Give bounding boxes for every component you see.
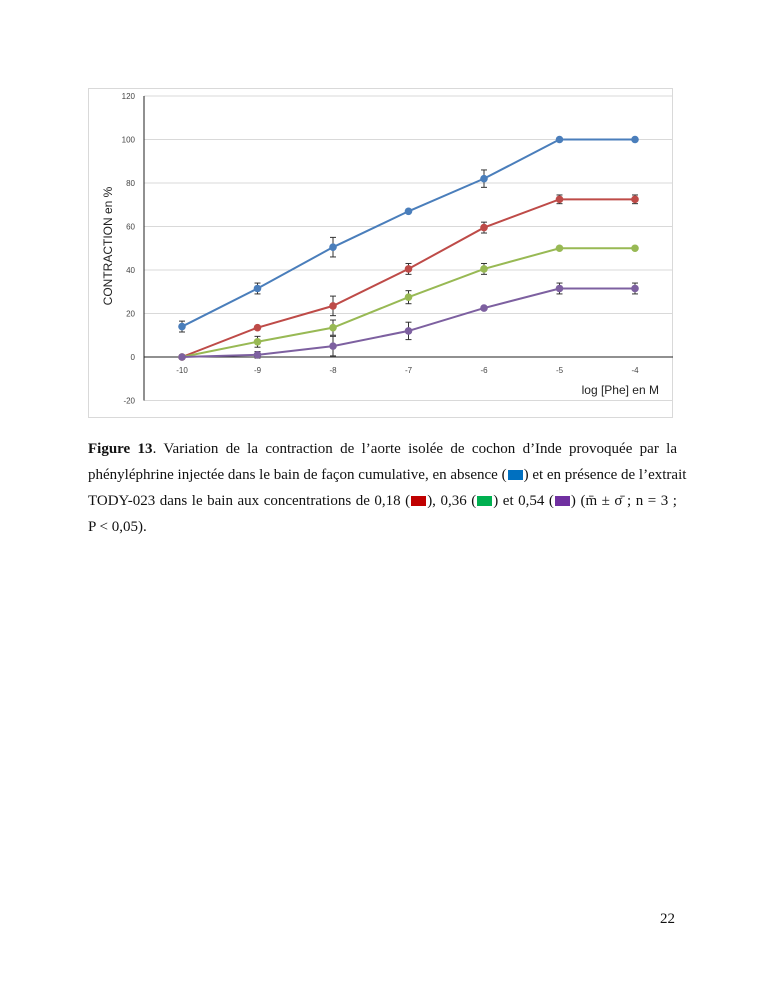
y-tick-label: -20 bbox=[123, 397, 135, 406]
y-axis-title: CONTRACTION en % bbox=[101, 186, 115, 305]
caption-text: ) et en présence de l’extrait bbox=[523, 467, 687, 483]
series-0,54 bbox=[178, 282, 639, 361]
data-point bbox=[631, 195, 639, 204]
figure-caption: Figure 13. Variation de la contraction d… bbox=[88, 436, 686, 540]
data-point bbox=[404, 207, 413, 216]
data-point bbox=[178, 353, 186, 361]
data-point bbox=[329, 323, 337, 332]
page-number: 22 bbox=[660, 911, 675, 927]
y-tick-label: 0 bbox=[131, 353, 136, 362]
data-point bbox=[555, 135, 564, 144]
y-tick-label: 60 bbox=[126, 223, 135, 232]
x-tick-label: -8 bbox=[329, 366, 337, 375]
y-tick-label: 80 bbox=[126, 179, 135, 188]
data-point bbox=[253, 284, 262, 293]
data-point bbox=[329, 243, 337, 251]
x-tick-label: -4 bbox=[631, 366, 639, 375]
series-0,36 bbox=[178, 244, 639, 361]
caption-text: ) (m̄ ± σ̄ ; n = 3 ; bbox=[570, 493, 677, 509]
chart-container: -20 0 20 40 60 80 100 120 -10 -9 -8 -7 -6 -5 -4 log [P… bbox=[88, 88, 673, 418]
x-axis-title: log [Phe] en M bbox=[582, 383, 659, 397]
y-tick-label: 120 bbox=[122, 92, 136, 101]
data-point bbox=[404, 265, 413, 273]
data-point bbox=[480, 265, 488, 273]
caption-text: ) et 0,54 ( bbox=[493, 493, 554, 509]
data-point bbox=[253, 351, 262, 359]
data-point bbox=[631, 284, 639, 293]
series-0,18 bbox=[178, 194, 639, 361]
caption-text: phényléphrine injectée dans le bain de f… bbox=[88, 467, 507, 483]
data-point bbox=[253, 337, 262, 346]
data-point bbox=[178, 322, 186, 331]
data-point bbox=[555, 284, 564, 293]
legend-swatch-054 bbox=[554, 496, 570, 506]
data-point bbox=[480, 304, 488, 312]
legend-swatch-absence bbox=[507, 470, 523, 480]
legend-swatch-018 bbox=[411, 496, 427, 506]
data-point bbox=[480, 174, 488, 183]
data-point bbox=[253, 323, 262, 332]
x-tick-label: -9 bbox=[254, 366, 262, 375]
caption-text: ), 0,36 ( bbox=[427, 493, 477, 509]
data-point bbox=[555, 244, 564, 253]
data-point bbox=[404, 327, 413, 335]
legend-swatch-036 bbox=[477, 496, 493, 506]
data-point bbox=[631, 244, 639, 253]
y-tick-label: 40 bbox=[126, 266, 135, 275]
y-tick-label: 100 bbox=[122, 136, 136, 145]
data-point bbox=[329, 302, 337, 310]
y-tick-label: 20 bbox=[126, 310, 135, 319]
series-absence bbox=[178, 135, 639, 333]
data-point bbox=[631, 135, 639, 144]
x-tick-label: -6 bbox=[480, 366, 488, 375]
caption-text: . Variation de la contraction de l’aorte… bbox=[152, 441, 677, 457]
x-tick-label: -10 bbox=[176, 366, 188, 375]
figure-label: Figure 13 bbox=[88, 441, 153, 457]
x-tick-label: -5 bbox=[556, 366, 564, 375]
caption-text: P < 0,05). bbox=[88, 519, 147, 535]
data-point bbox=[329, 342, 337, 350]
data-point bbox=[555, 195, 564, 204]
caption-text: TODY-023 dans le bain aux concentrations… bbox=[88, 493, 411, 509]
x-tick-label: -7 bbox=[405, 366, 413, 375]
data-point bbox=[404, 293, 413, 301]
line-chart: -20 0 20 40 60 80 100 120 -10 -9 -8 -7 -6 -5 -4 log [P… bbox=[101, 92, 673, 406]
data-point bbox=[480, 223, 488, 232]
